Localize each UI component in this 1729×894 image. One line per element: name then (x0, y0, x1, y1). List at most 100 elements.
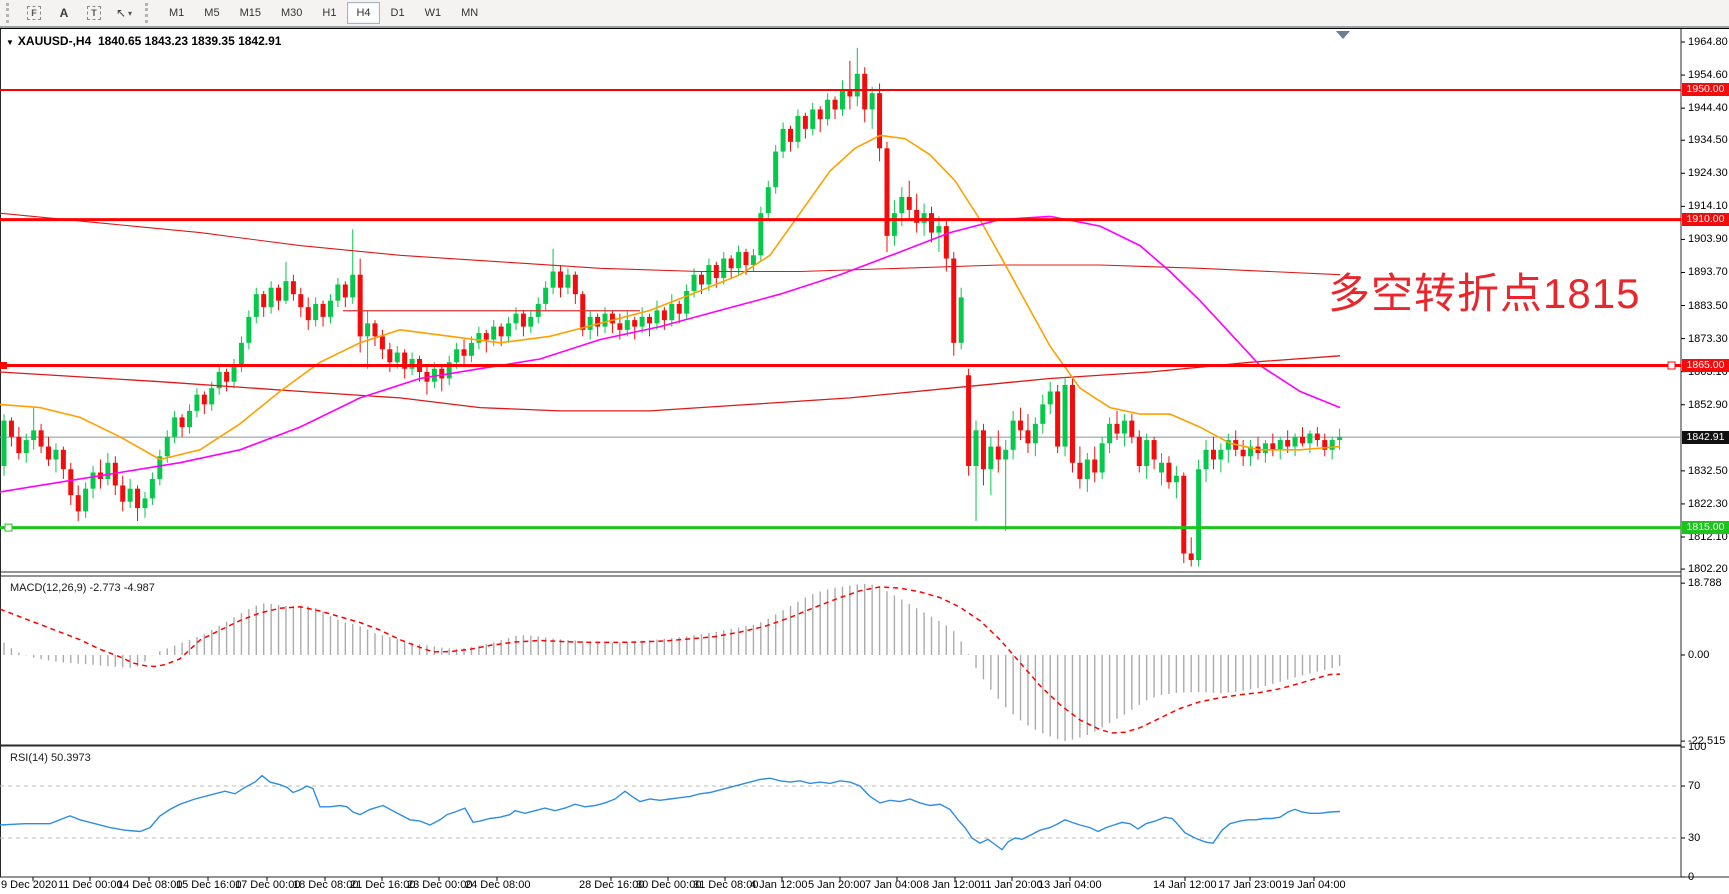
ohlc-values: 1840.65 1843.23 1839.35 1842.91 (97, 34, 282, 48)
candle (1337, 437, 1343, 441)
timeframe-button-M5[interactable]: M5 (195, 2, 228, 24)
candle (16, 436, 22, 454)
candle (1062, 384, 1068, 447)
candle (350, 274, 356, 298)
candle (439, 368, 445, 379)
time-axis-label: 28 Dec 16:00 (579, 879, 645, 891)
candle (951, 258, 957, 343)
candle (528, 316, 534, 327)
candle (691, 274, 697, 291)
candle (780, 128, 786, 152)
timeframe-button-H1[interactable]: H1 (313, 2, 345, 24)
candle (698, 274, 704, 285)
candle (1300, 436, 1305, 444)
candle (149, 478, 155, 499)
candle (558, 271, 563, 288)
candle (839, 89, 845, 110)
cursor-tool-button[interactable]: ↖ ▾ (111, 1, 137, 25)
timeframe-button-H4[interactable]: H4 (347, 2, 380, 24)
candle (943, 226, 949, 259)
candle (966, 375, 972, 466)
toolbar-grip-2[interactable] (145, 3, 152, 23)
candle (157, 456, 163, 479)
candle (402, 352, 408, 369)
candle (372, 323, 378, 337)
timeframe-button-M30[interactable]: M30 (272, 2, 311, 24)
candle (231, 365, 237, 382)
candle (654, 310, 660, 324)
rsi-tick-label: 70 (1688, 780, 1701, 792)
candle (921, 213, 927, 223)
line-handle[interactable] (0, 362, 7, 370)
price-chart[interactable] (0, 28, 1729, 894)
candle (765, 187, 771, 214)
candle (335, 284, 341, 301)
candle (327, 300, 333, 317)
timeframe-button-W1[interactable]: W1 (416, 2, 451, 24)
candle (1010, 420, 1016, 450)
candle (53, 449, 59, 460)
candle (706, 265, 712, 285)
macd-indicator-label: MACD(12,26,9) -2.773 -4.987 (10, 582, 155, 594)
time-axis-label: 15 Dec 16:00 (176, 879, 242, 891)
candle (1314, 433, 1320, 441)
candle (83, 488, 89, 512)
rsi-tick-label: 0 (1688, 871, 1695, 883)
candle (1203, 449, 1209, 470)
time-axis-label: 7 Jan 04:00 (865, 879, 923, 891)
candle (513, 313, 519, 324)
candle (112, 462, 118, 486)
candle (224, 371, 230, 382)
candle (817, 109, 823, 120)
ma-fast-orange (0, 134, 1341, 461)
chart-window[interactable]: ▼ XAUUSD-,H4 1840.65 1843.23 1839.35 1842… (0, 28, 1729, 894)
collapse-arrow-icon[interactable]: ▼ (6, 38, 14, 47)
time-axis-label: 30 Dec 00:00 (636, 879, 702, 891)
candle (313, 303, 319, 321)
candle (1121, 420, 1127, 434)
candle (639, 316, 645, 327)
price-level-badge: 1910.00 (1682, 213, 1729, 227)
text-box-tool-button[interactable]: T (81, 1, 107, 25)
candle (1077, 462, 1083, 479)
timeframe-button-MN[interactable]: MN (452, 2, 487, 24)
candle (721, 258, 727, 278)
candle (60, 449, 66, 470)
candle (1, 420, 7, 466)
timeframe-button-M1[interactable]: M1 (160, 2, 193, 24)
toolbar: F A T ↖ ▾ M1 M5 M15 M30 H1 H4 D1 W1 MN (0, 0, 1729, 28)
candle (647, 316, 653, 324)
candle (1262, 443, 1268, 454)
candle (1129, 420, 1135, 437)
candle (454, 349, 460, 363)
frame-tool-button[interactable]: F (21, 1, 47, 25)
chart-shift-marker[interactable] (1336, 31, 1350, 39)
candle (847, 89, 853, 97)
candle (498, 326, 504, 337)
candle (773, 151, 779, 188)
candle (810, 109, 816, 129)
candle (587, 316, 593, 330)
toolbar-grip[interactable] (6, 3, 13, 23)
candle (1210, 449, 1216, 460)
timeframe-button-D1[interactable]: D1 (382, 2, 414, 24)
timeframe-button-M15[interactable]: M15 (231, 2, 270, 24)
candle (669, 303, 675, 321)
candle (1144, 440, 1150, 466)
annotation-text[interactable]: 多空转折点1815 (1328, 270, 1641, 317)
candle (1151, 440, 1157, 460)
candle (1047, 391, 1053, 405)
time-axis-label: 18 Dec 08:00 (293, 879, 359, 891)
text-label-tool-button[interactable]: A (59, 6, 69, 20)
line-handle[interactable] (4, 523, 13, 532)
time-axis-label: 24 Dec 08:00 (465, 879, 531, 891)
candle (958, 297, 964, 343)
candle (743, 252, 749, 266)
candle (446, 362, 452, 379)
candle (676, 303, 682, 314)
line-handle[interactable] (1667, 361, 1676, 370)
candle (736, 252, 742, 269)
candle (1003, 449, 1009, 460)
candle (661, 310, 667, 321)
candle (253, 294, 259, 317)
